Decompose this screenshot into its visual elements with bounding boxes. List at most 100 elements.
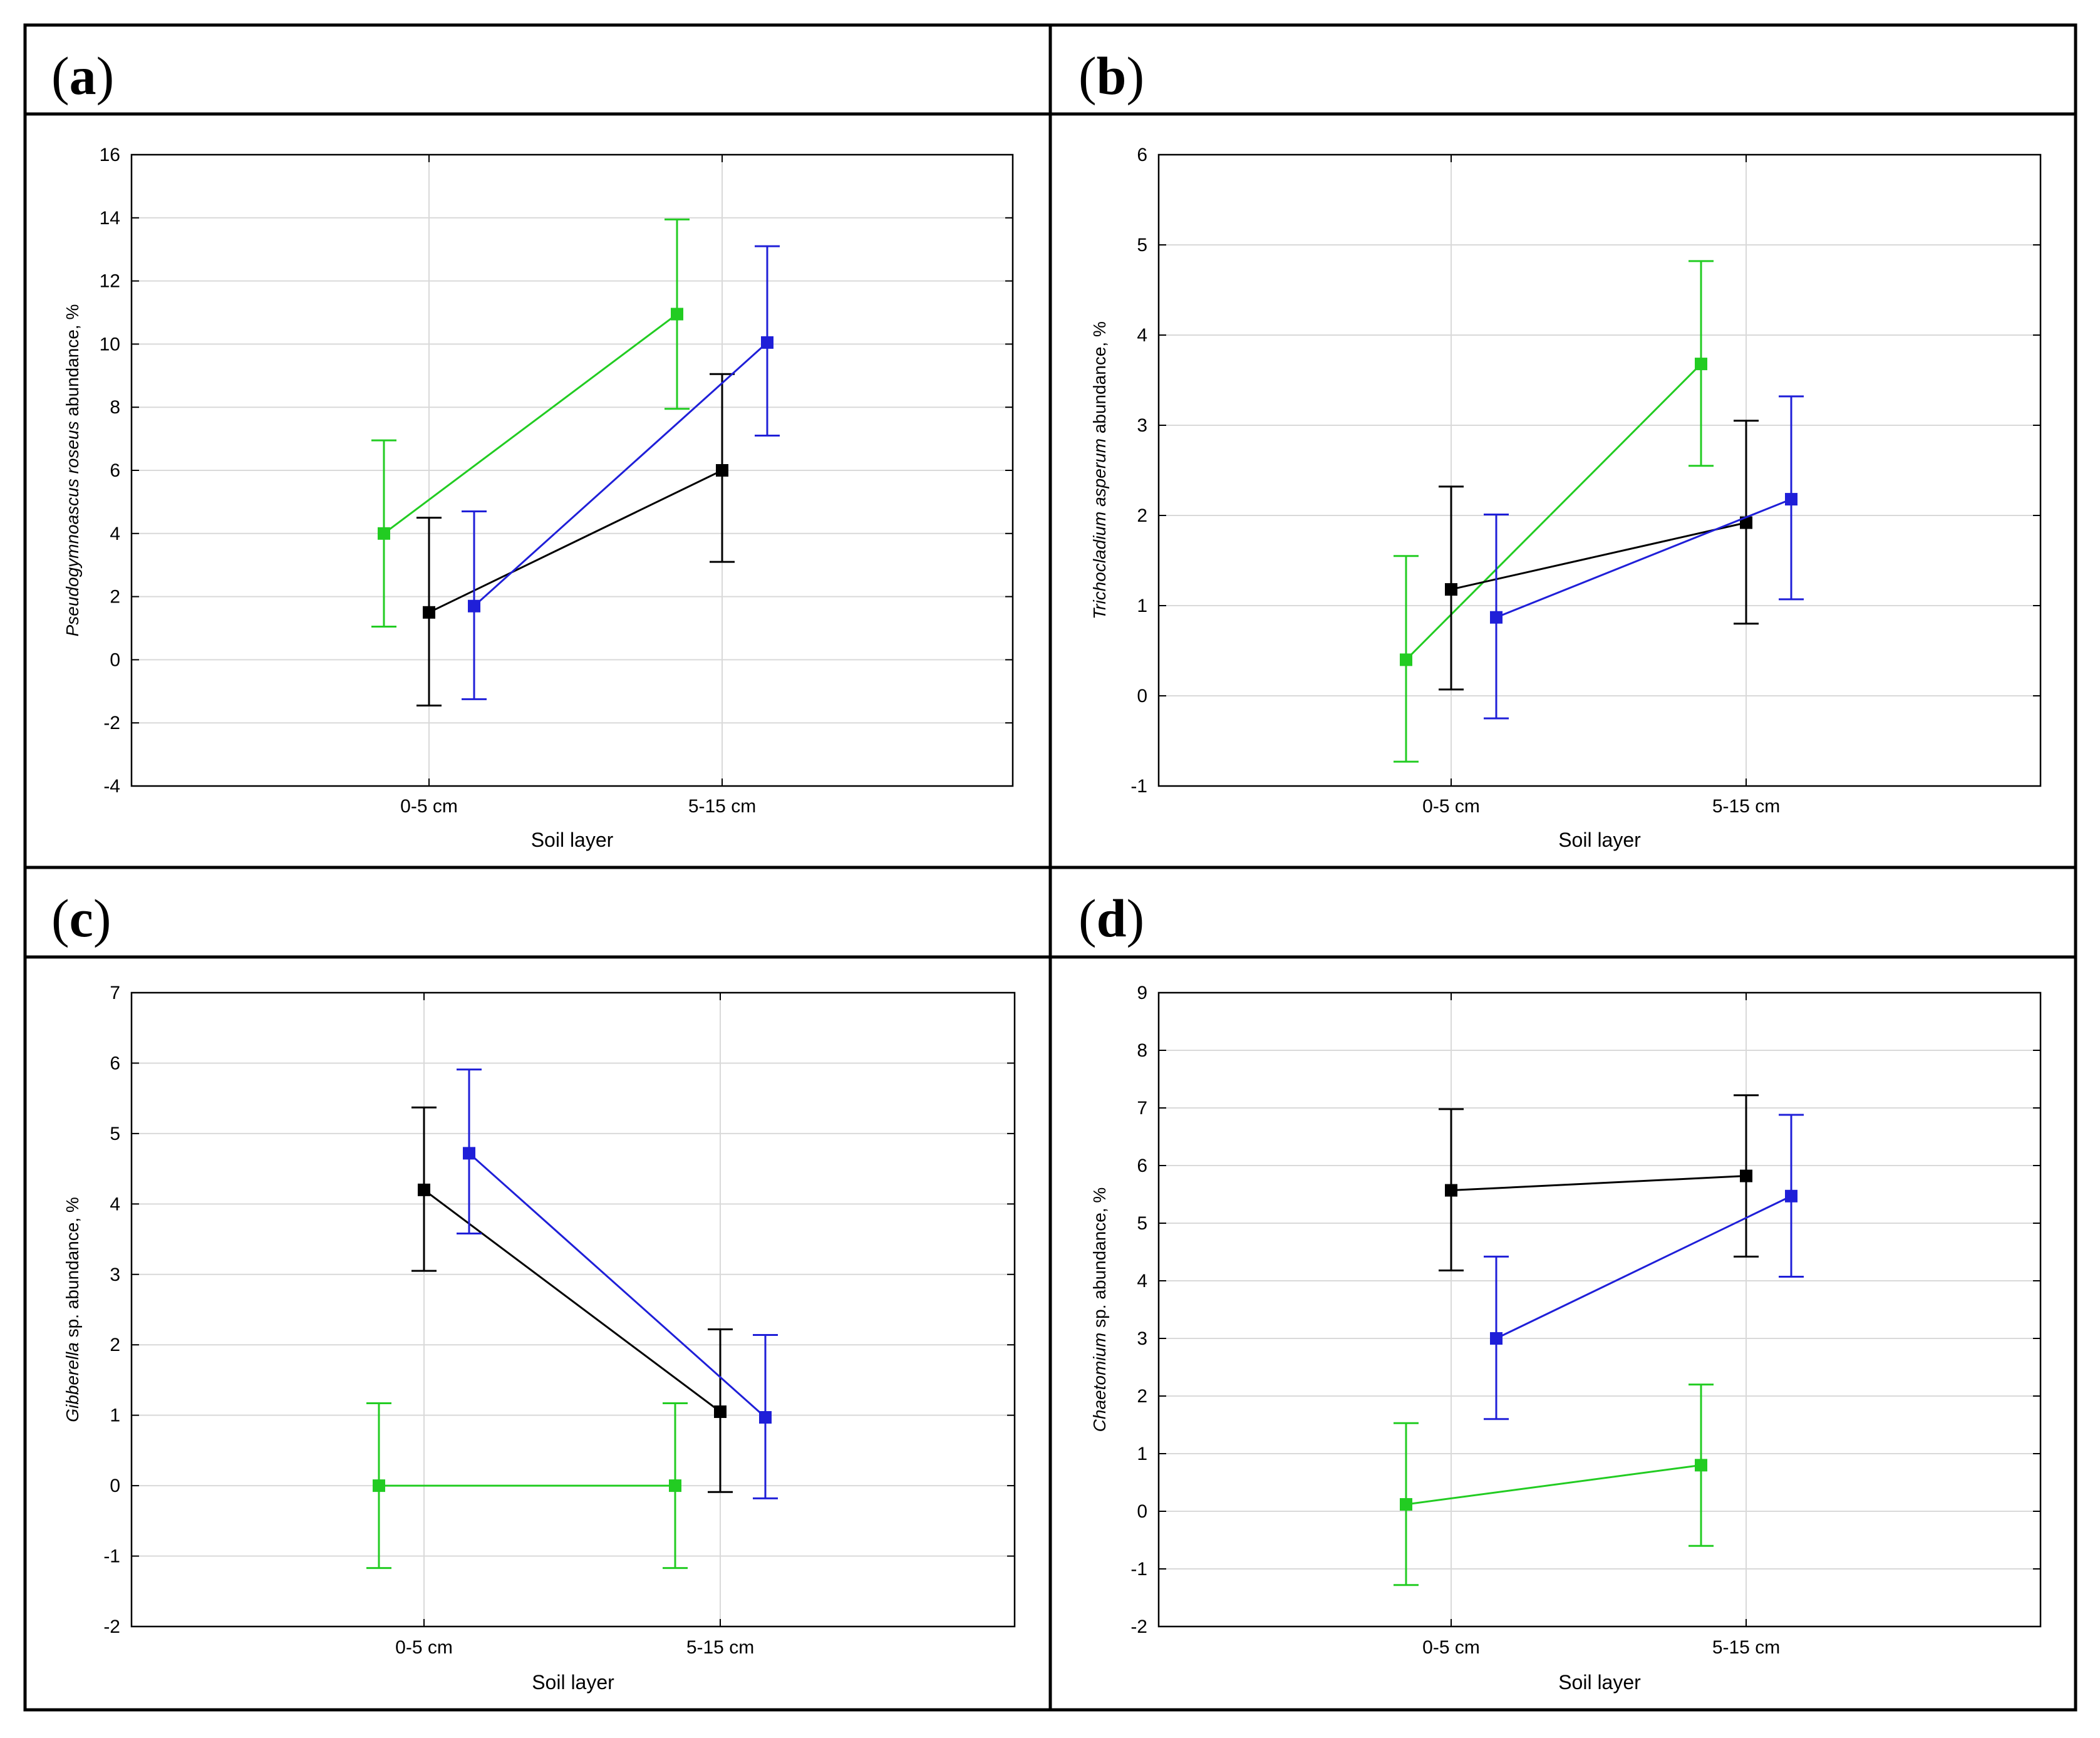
series-line-blue — [473, 341, 768, 607]
y-tick-label: 2 — [1137, 1386, 1147, 1407]
y-tick-label: 5 — [110, 1124, 120, 1144]
series-line-green — [1405, 363, 1702, 661]
chart-d: -2 -1 0 1 2 3 4 5 6 7 8 9 0-5 cm 5-15 cm Soil layer Cha… — [1090, 983, 2042, 1694]
data-point-green — [378, 527, 390, 540]
chart-a: -4 -2 0 2 4 6 8 10 12 14 16 0-5 cm 5-15 cm Soil layer… — [63, 145, 1014, 851]
y-tick-label: 5 — [1137, 235, 1147, 256]
y-tick-label: 6 — [110, 460, 120, 481]
panel-letter-d: d — [1097, 888, 1127, 948]
panel-letter-b: b — [1097, 46, 1127, 106]
y-tick-label: 4 — [110, 1194, 120, 1214]
series-line-black — [1451, 522, 1747, 591]
series-line-green — [383, 313, 678, 535]
y-tick-label: 1 — [1137, 1444, 1147, 1464]
y-tick-label: 1 — [1137, 596, 1147, 616]
plot-frame-b — [1157, 153, 2042, 787]
x-tick-label: 5-15 cm — [688, 796, 756, 817]
data-point-green — [669, 1479, 681, 1492]
y-tick-label: -1 — [1130, 776, 1147, 797]
series-line-blue — [1496, 1195, 1792, 1340]
y-tick-label: 10 — [100, 334, 120, 354]
data-point-black — [1740, 1169, 1752, 1182]
x-axis-title-c: Soil layer — [532, 1671, 614, 1694]
y-tick-label: 16 — [100, 145, 120, 165]
panel-letter-c: c — [70, 888, 93, 948]
data-point-blue — [761, 336, 773, 349]
data-point-green — [1695, 1459, 1707, 1472]
y-tick-label: -1 — [1130, 1559, 1147, 1580]
y-tick-label: 3 — [110, 1265, 120, 1285]
y-tick-label: 7 — [1137, 1098, 1147, 1119]
y-axis-title-suffix: abundance, % — [1090, 321, 1109, 438]
data-point-black — [423, 606, 435, 619]
figure-frame — [23, 23, 2077, 1712]
x-tick-label: 5-15 cm — [1712, 1637, 1780, 1658]
y-axis-title-suffix: sp. abundance, % — [1090, 1187, 1109, 1333]
y-axis-title-suffix: abundance, % — [63, 304, 82, 422]
x-axis-title-b: Soil layer — [1558, 829, 1641, 851]
data-point-blue — [759, 1411, 772, 1424]
panel-label-d: (d) — [1078, 888, 1144, 948]
y-tick-label: 0 — [1137, 686, 1147, 706]
y-tick-label: 0 — [1137, 1501, 1147, 1522]
x-axis-title-d: Soil layer — [1558, 1671, 1641, 1694]
y-tick-label: 12 — [100, 271, 120, 292]
data-point-blue — [463, 1147, 475, 1160]
series-line-blue — [1496, 498, 1792, 619]
data-point-blue — [468, 599, 480, 613]
x-tick-label: 0-5 cm — [400, 796, 458, 817]
y-tick-label: 14 — [100, 208, 120, 229]
y-axis-title-c: Gibberella sp. abundance, % — [63, 1197, 82, 1422]
series-line-black — [428, 469, 723, 614]
y-axis-title-b: Trichocladium asperum abundance, % — [1090, 321, 1109, 619]
series-line-black — [423, 1189, 721, 1413]
data-point-green — [1400, 1497, 1412, 1511]
y-tick-label: -4 — [103, 776, 120, 797]
y-tick-label: 0 — [110, 649, 120, 670]
data-point-blue — [1785, 1189, 1797, 1203]
y-axis-title-d: Chaetomium sp. abundance, % — [1090, 1187, 1109, 1432]
plot-frame-c — [130, 991, 1016, 1628]
y-axis-title-species: Chaetomium — [1090, 1333, 1109, 1432]
y-tick-label: 8 — [110, 397, 120, 418]
series-line-green — [1405, 1464, 1702, 1506]
data-point-blue — [1490, 611, 1503, 624]
x-tick-label: 0-5 cm — [395, 1637, 453, 1658]
y-axis-title-species: Pseudogymnoascus roseus — [63, 421, 82, 636]
y-tick-label: 7 — [110, 983, 120, 1003]
y-tick-label: 5 — [1137, 1213, 1147, 1234]
x-tick-label: 5-15 cm — [686, 1637, 754, 1658]
y-tick-label: -1 — [103, 1546, 120, 1567]
panel-label-a: (a) — [51, 46, 114, 106]
panel-letter-a: a — [70, 46, 96, 106]
y-tick-label: 2 — [110, 1335, 120, 1355]
y-tick-label: 8 — [1137, 1040, 1147, 1061]
y-tick-label: 6 — [110, 1053, 120, 1073]
y-tick-label: 4 — [1137, 325, 1147, 346]
data-point-green — [1695, 358, 1707, 371]
y-axis-title-species: Gibberella — [63, 1342, 82, 1422]
data-point-black — [714, 1405, 727, 1419]
x-tick-label: 0-5 cm — [1422, 1637, 1480, 1658]
y-tick-label: -2 — [103, 713, 120, 733]
y-tick-label: 0 — [110, 1476, 120, 1496]
data-point-green — [671, 308, 683, 321]
y-tick-label: -2 — [103, 1616, 120, 1637]
y-tick-label: 4 — [110, 524, 120, 544]
y-axis-title-suffix: sp. abundance, % — [63, 1197, 82, 1342]
x-tick-label: 0-5 cm — [1422, 796, 1480, 817]
chart-b: -1 0 1 2 3 4 5 6 0-5 cm 5-15 cm Soil layer Trichocl… — [1090, 145, 2042, 851]
data-point-black — [418, 1183, 430, 1196]
y-tick-label: 2 — [110, 587, 120, 608]
x-axis-title-a: Soil layer — [531, 829, 614, 851]
y-tick-label: 9 — [1137, 983, 1147, 1003]
panel-label-c: (c) — [51, 888, 111, 948]
y-axis-title-a: Pseudogymnoascus roseus abundance, % — [63, 304, 82, 637]
y-tick-label: 6 — [1137, 1156, 1147, 1176]
data-point-black — [1445, 583, 1457, 596]
x-tick-label: 5-15 cm — [1712, 796, 1780, 817]
plot-frame-d — [1157, 991, 2042, 1628]
series-line-blue — [468, 1152, 766, 1419]
data-point-blue — [1490, 1332, 1503, 1345]
